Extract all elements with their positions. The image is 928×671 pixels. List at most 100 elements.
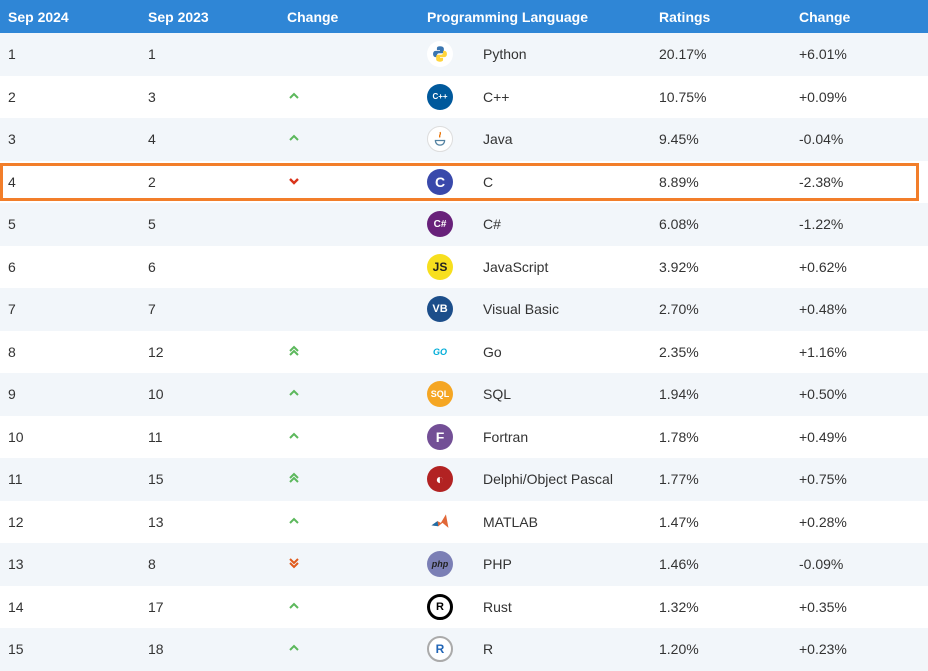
- header-sep-2023[interactable]: Sep 2023: [148, 8, 209, 25]
- header-change[interactable]: Change: [287, 8, 339, 25]
- language-name[interactable]: SQL: [483, 386, 512, 403]
- ratings-value: 1.46%: [659, 556, 699, 573]
- rank-sep-2024: 8: [8, 343, 16, 360]
- double-up-arrow-icon: [288, 344, 300, 356]
- ratings-value: 1.94%: [659, 386, 699, 403]
- r-logo-icon: R: [427, 636, 453, 663]
- language-name[interactable]: PHP: [483, 556, 512, 573]
- rank-change-cell: [278, 174, 418, 190]
- javascript-logo-icon: JS: [427, 253, 453, 280]
- rank-sep-2024: 4: [8, 173, 16, 190]
- rank-sep-2024: 3: [8, 131, 16, 148]
- language-name[interactable]: R: [483, 641, 494, 658]
- table-body: 1 1 Python 20.17% +6.01% 2 3 C++ C++ 10.75% +0.09%…: [0, 33, 928, 671]
- language-cell: F Fortran: [418, 423, 650, 450]
- table-row[interactable]: 2 3 C++ C++ 10.75% +0.09%: [0, 75, 928, 118]
- header-sep-2024[interactable]: Sep 2024: [8, 8, 69, 25]
- table-row[interactable]: 6 6 JS JavaScript 3.92% +0.62%: [0, 245, 928, 288]
- header-programming-language[interactable]: Programming Language: [427, 8, 589, 25]
- rank-sep-2024: 14: [8, 598, 24, 615]
- ratings-change-value: +0.28%: [799, 513, 847, 530]
- table-row[interactable]: 10 11 F Fortran 1.78% +0.49%: [0, 415, 928, 458]
- table-row[interactable]: 4 2 C C 8.89% -2.38%: [0, 160, 928, 203]
- table-row[interactable]: 14 17 R Rust 1.32% +0.35%: [0, 585, 928, 628]
- language-name[interactable]: C: [483, 173, 494, 190]
- table-row[interactable]: 9 10 SQL SQL 1.94% +0.50%: [0, 373, 928, 416]
- rank-change-cell: [278, 599, 418, 615]
- table-row[interactable]: 1 1 Python 20.17% +6.01%: [0, 33, 928, 76]
- up-arrow-icon: [288, 89, 300, 101]
- table-row[interactable]: 7 7 VB Visual Basic 2.70% +0.48%: [0, 288, 928, 331]
- language-name[interactable]: MATLAB: [483, 513, 538, 530]
- rank-change-cell: [278, 641, 418, 657]
- language-cell: C++ C++: [418, 83, 650, 110]
- table-row[interactable]: 15 18 R R 1.20% +0.23%: [0, 628, 928, 671]
- rank-sep-2023: 3: [148, 88, 156, 105]
- rank-change-cell: [278, 556, 418, 572]
- language-cell: JS JavaScript: [418, 253, 650, 280]
- ratings-change-value: +0.23%: [799, 641, 847, 658]
- go-logo-icon: GO: [427, 338, 453, 365]
- language-name[interactable]: JavaScript: [483, 258, 549, 275]
- header-rating-change[interactable]: Change: [799, 8, 851, 25]
- language-name[interactable]: Go: [483, 343, 502, 360]
- language-cell: C# C#: [418, 211, 650, 238]
- table-row[interactable]: 11 15 ◐ Delphi/Object Pascal 1.77% +0.75%: [0, 458, 928, 501]
- language-name[interactable]: Rust: [483, 598, 512, 615]
- language-name[interactable]: C#: [483, 216, 501, 233]
- java-logo-icon: [427, 126, 453, 153]
- ratings-change-value: -0.04%: [799, 131, 844, 148]
- language-name[interactable]: C++: [483, 88, 510, 105]
- rank-sep-2023: 8: [148, 556, 156, 573]
- language-name[interactable]: Python: [483, 46, 527, 63]
- table-row[interactable]: 5 5 C# C# 6.08% -1.22%: [0, 203, 928, 246]
- ratings-change-value: -2.38%: [799, 173, 844, 190]
- rank-sep-2023: 7: [148, 301, 156, 318]
- language-name[interactable]: Java: [483, 131, 513, 148]
- ratings-change-value: +0.62%: [799, 258, 847, 275]
- delphi-logo-icon: ◐: [427, 466, 453, 493]
- language-cell: php PHP: [418, 551, 650, 578]
- rank-change-cell: [278, 471, 418, 487]
- header-ratings[interactable]: Ratings: [659, 8, 711, 25]
- down-arrow-icon: [288, 174, 300, 186]
- cpp-logo-icon: C++: [427, 83, 453, 110]
- rank-change-cell: [278, 514, 418, 530]
- ratings-value: 1.77%: [659, 471, 699, 488]
- table-row[interactable]: 13 8 php PHP 1.46% -0.09%: [0, 543, 928, 586]
- rank-sep-2024: 6: [8, 258, 16, 275]
- ratings-value: 6.08%: [659, 216, 699, 233]
- language-cell: ◐ Delphi/Object Pascal: [418, 466, 650, 493]
- table-row[interactable]: 8 12 GO Go 2.35% +1.16%: [0, 330, 928, 373]
- ratings-change-value: +1.16%: [799, 343, 847, 360]
- language-name[interactable]: Delphi/Object Pascal: [483, 471, 613, 488]
- rank-change-cell: [278, 131, 418, 147]
- rank-sep-2023: 18: [148, 641, 164, 658]
- language-cell: R Rust: [418, 593, 650, 620]
- rank-sep-2023: 10: [148, 386, 164, 403]
- rank-sep-2023: 11: [148, 428, 163, 445]
- table-row[interactable]: 12 13 MATLAB 1.47% +0.28%: [0, 500, 928, 543]
- double-up-arrow-icon: [288, 471, 300, 483]
- rank-sep-2023: 13: [148, 513, 164, 530]
- rank-sep-2023: 4: [148, 131, 156, 148]
- rank-sep-2024: 7: [8, 301, 16, 318]
- language-name[interactable]: Fortran: [483, 428, 529, 445]
- ratings-change-value: +0.49%: [799, 428, 847, 445]
- language-cell: MATLAB: [418, 508, 650, 535]
- up-arrow-icon: [288, 641, 300, 653]
- table-row[interactable]: 3 4 Java 9.45% -0.04%: [0, 118, 928, 161]
- double-down-arrow-icon: [288, 556, 300, 569]
- rank-sep-2024: 5: [8, 216, 16, 233]
- rank-sep-2024: 9: [8, 386, 16, 403]
- rust-logo-icon: R: [427, 593, 453, 620]
- ratings-change-value: +0.75%: [799, 471, 847, 488]
- rank-change-cell: [278, 344, 418, 360]
- rank-sep-2024: 11: [8, 471, 23, 488]
- language-name[interactable]: Visual Basic: [483, 301, 560, 318]
- ratings-value: 2.35%: [659, 343, 699, 360]
- ratings-change-value: +0.09%: [799, 88, 847, 105]
- ratings-change-value: -1.22%: [799, 216, 844, 233]
